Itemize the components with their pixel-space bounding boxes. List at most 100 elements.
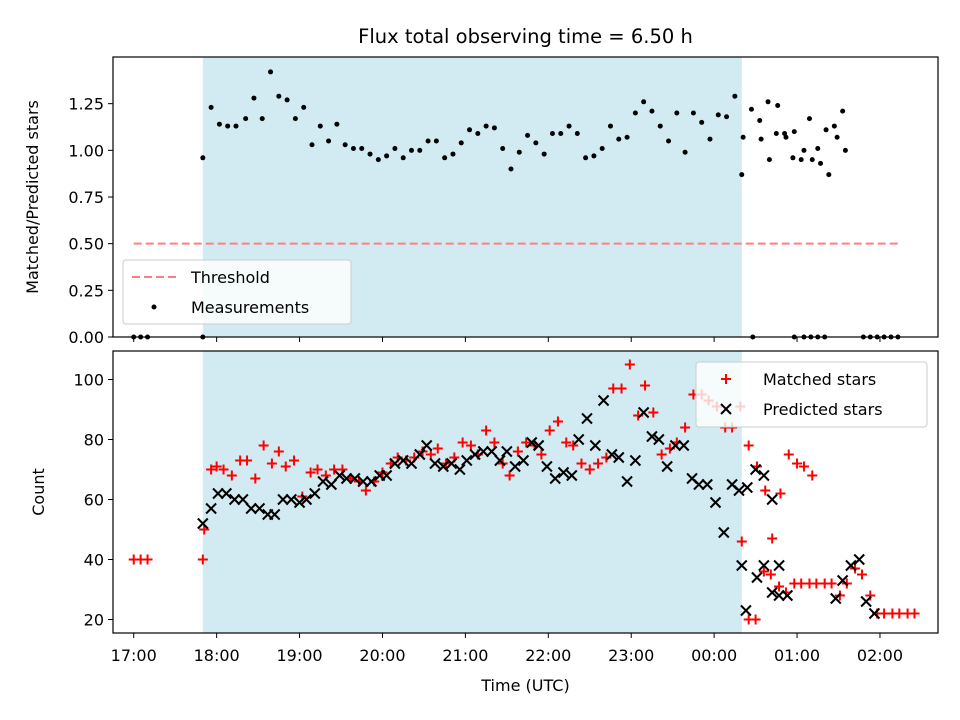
measurement-point	[225, 123, 231, 129]
measurement-point	[690, 110, 696, 116]
predicted-star-point	[414, 448, 426, 461]
predicted-star-point	[340, 472, 353, 485]
measurement-point	[533, 140, 539, 146]
matched-star-point	[743, 440, 754, 451]
predicted-star-point	[597, 394, 610, 407]
measurement-point	[757, 117, 763, 123]
predicted-star-point	[357, 475, 369, 488]
matched-star-point	[856, 569, 867, 580]
predicted-star-point	[606, 448, 618, 461]
y-tick-label: 0.00	[68, 328, 104, 347]
predicted-star-point	[485, 445, 498, 458]
predicted-star-point	[285, 493, 297, 506]
bottom-x-ticks: 17:00 18:00 19:00 20:00 21:00 22:00 23:00 00:00…	[111, 633, 903, 665]
top-y-ticks: 0.00 0.25 0.50 0.75 1.00 1.25	[68, 95, 113, 347]
x-tick-label: 23:00	[608, 646, 654, 665]
x-tick-label: 22:00	[525, 646, 571, 665]
y-tick-label: 0.50	[68, 235, 104, 254]
measurement-point	[408, 147, 414, 153]
matched-star-point	[142, 554, 153, 565]
measurements-points	[131, 69, 901, 340]
predicted-star-point	[741, 481, 754, 494]
measurement-point	[657, 123, 663, 129]
measurement-point	[508, 166, 514, 172]
predicted-star-point	[469, 448, 481, 461]
matched-star-point	[624, 359, 635, 370]
measurement-point	[549, 131, 555, 137]
predicted-star-point	[526, 436, 538, 449]
measurement-point	[566, 123, 572, 129]
measurement-point	[342, 142, 348, 148]
measurement-point	[641, 99, 647, 105]
matched-star-point	[425, 449, 436, 460]
legend-predicted-swatch	[720, 403, 732, 415]
matched-stars-points	[128, 359, 920, 625]
measurement-point	[699, 119, 705, 125]
measurement-point	[583, 155, 589, 161]
predicted-star-point	[309, 487, 321, 500]
measurement-point	[806, 116, 812, 122]
top-legend-box	[122, 259, 352, 325]
matched-star-point	[783, 449, 794, 460]
predicted-star-point	[845, 559, 857, 572]
predicted-star-point	[494, 454, 506, 467]
measurement-point	[682, 149, 688, 155]
predicted-star-point	[572, 433, 585, 446]
matched-star-point	[736, 536, 747, 547]
bottom-panel: 20 40 60 80 100 17:00 18:00 19:00 20:00 21:00 22:…	[29, 350, 939, 695]
matched-star-point	[312, 464, 323, 475]
measurement-point	[317, 123, 323, 129]
predicted-star-point	[621, 475, 633, 488]
measurement-point	[591, 153, 597, 159]
measurement-point	[766, 157, 772, 163]
matched-star-point	[750, 614, 761, 625]
y-tick-label: 0.25	[68, 281, 104, 300]
predicted-star-point	[333, 469, 346, 482]
matched-star-point	[865, 590, 876, 601]
matched-star-point	[765, 569, 776, 580]
predicted-star-point	[646, 430, 658, 443]
predicted-star-point	[461, 454, 473, 467]
top-panel: 0.00 0.25 0.50 0.75 1.00 1.25 Flux total obse…	[23, 25, 939, 347]
top-x-ticks	[133, 337, 881, 342]
measurement-point	[251, 95, 257, 101]
predicted-star-point	[860, 595, 872, 608]
measurement-point	[826, 172, 832, 178]
measurement-point	[758, 136, 764, 142]
predicted-star-point	[389, 457, 401, 470]
measurement-point	[783, 134, 789, 140]
top-y-axis-label: Matched/Predicted stars	[23, 100, 42, 294]
predicted-star-point	[589, 439, 601, 452]
matched-star-point	[593, 458, 604, 469]
predicted-star-point	[613, 451, 625, 464]
matched-star-point	[807, 470, 818, 481]
matched-star-point	[218, 464, 229, 475]
matched-star-point	[250, 473, 261, 484]
x-tick-label: 18:00	[194, 646, 240, 665]
predicted-star-point	[836, 574, 849, 587]
matched-star-point	[512, 446, 523, 457]
measurement-point	[823, 127, 829, 133]
legend-matched-label: Matched stars	[763, 370, 876, 389]
predicted-star-point	[253, 502, 266, 515]
predicted-star-point	[300, 493, 313, 506]
legend-cross-marker	[720, 403, 732, 415]
measurement-point	[384, 153, 390, 159]
bottom-plot-frame	[112, 350, 939, 634]
measurement-point	[632, 110, 638, 116]
bottom-y-ticks: 20 40 60 80 100	[73, 371, 113, 630]
y-tick-label: 60	[84, 491, 104, 510]
predicted-star-point	[751, 571, 763, 584]
predicted-star-point	[197, 517, 209, 530]
predicted-star-point	[693, 478, 705, 491]
predicted-star-point	[541, 460, 553, 473]
bottom-legend-box	[695, 361, 928, 428]
measurement-point	[425, 138, 431, 144]
measurement-point	[674, 110, 680, 116]
measurement-point	[525, 132, 531, 138]
matched-star-point	[826, 578, 837, 589]
matched-star-point	[561, 437, 572, 448]
matched-star-point	[206, 464, 217, 475]
predicted-star-point	[758, 559, 770, 572]
measurement-point	[334, 121, 340, 127]
